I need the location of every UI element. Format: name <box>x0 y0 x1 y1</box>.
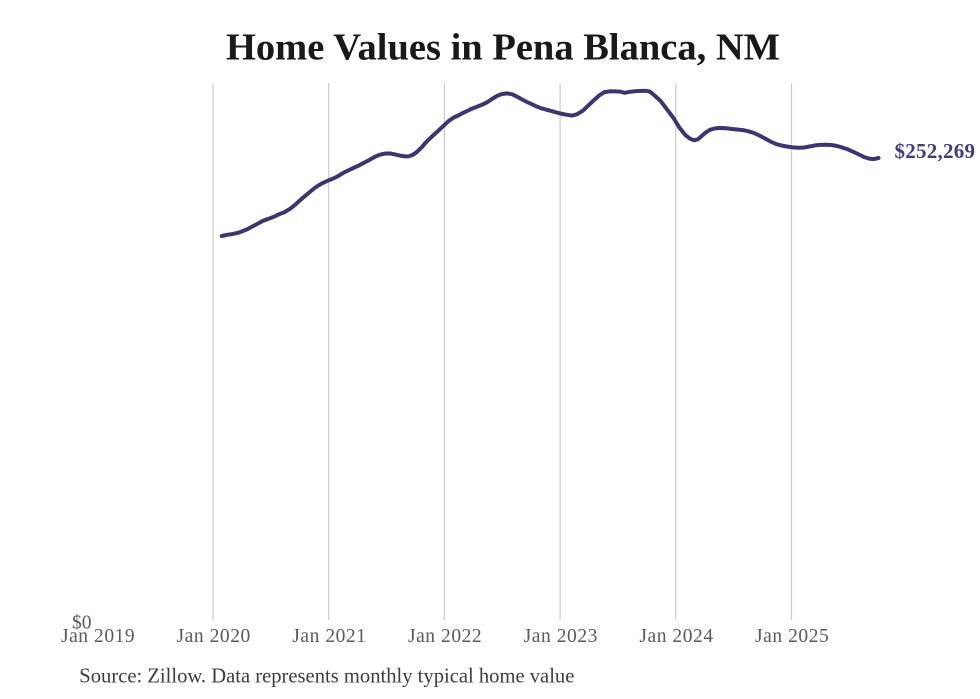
svg-text:Jan 2025: Jan 2025 <box>755 626 829 647</box>
svg-text:Jan 2019: Jan 2019 <box>61 626 135 647</box>
svg-text:Home Values in Pena Blanca, NM: Home Values in Pena Blanca, NM <box>226 27 780 69</box>
svg-text:Source: Zillow. Data represent: Source: Zillow. Data represents monthly … <box>79 665 574 687</box>
svg-text:$0: $0 <box>72 613 92 634</box>
svg-text:Jan 2024: Jan 2024 <box>639 626 713 647</box>
svg-text:Jan 2021: Jan 2021 <box>292 626 366 647</box>
svg-text:Jan 2020: Jan 2020 <box>177 626 251 647</box>
svg-text:$252,269: $252,269 <box>895 139 976 163</box>
svg-text:Jan 2023: Jan 2023 <box>524 626 598 647</box>
svg-text:Jan 2022: Jan 2022 <box>408 626 482 647</box>
